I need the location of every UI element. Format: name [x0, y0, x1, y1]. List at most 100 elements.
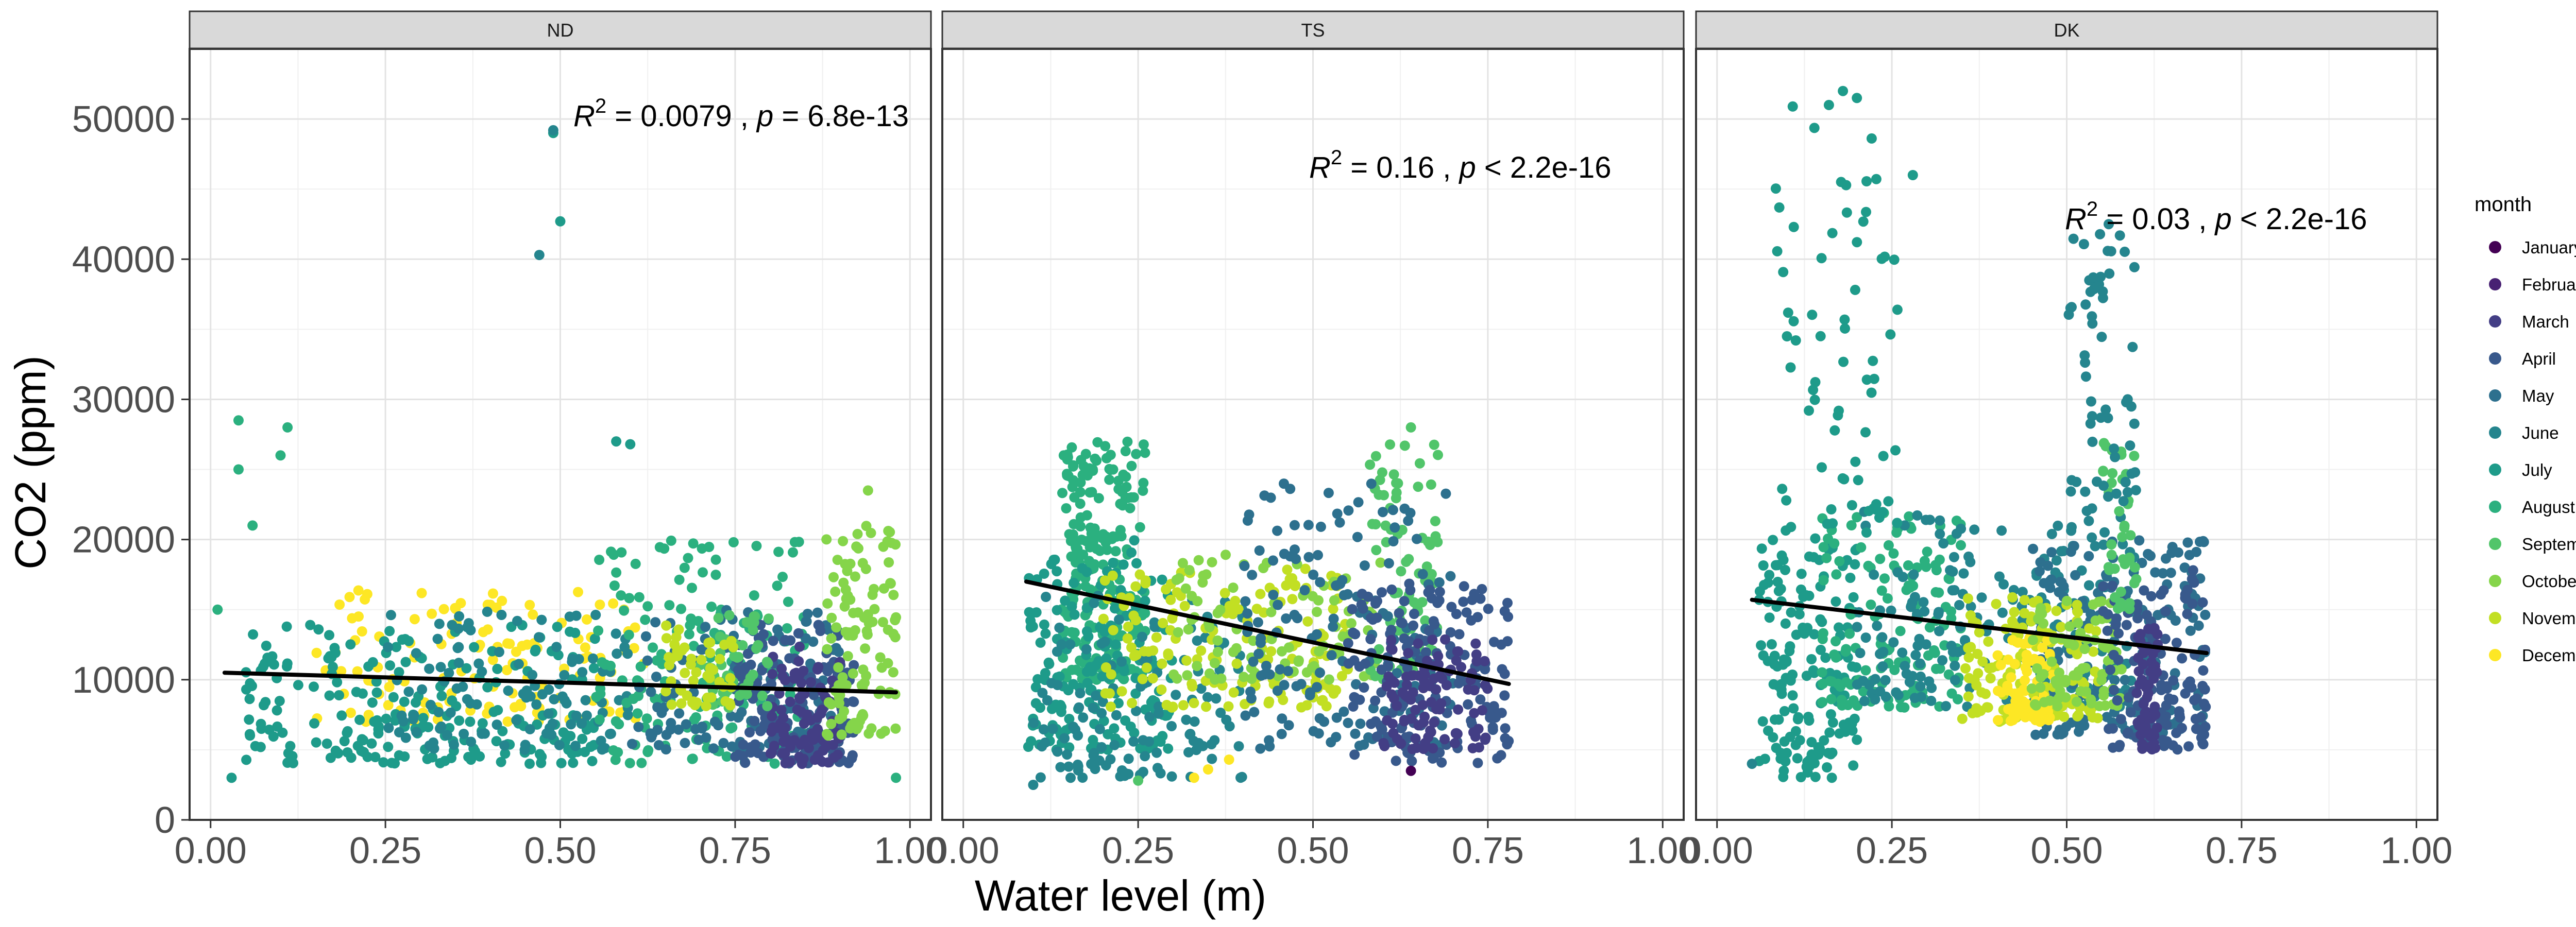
- data-point: [1905, 582, 1916, 593]
- data-point: [1386, 643, 1397, 654]
- data-point: [852, 528, 863, 539]
- data-point: [1831, 596, 1841, 607]
- data-point: [1426, 569, 1437, 579]
- data-point: [866, 527, 876, 538]
- data-point: [1187, 681, 1198, 692]
- data-point: [1875, 686, 1886, 697]
- data-point: [553, 650, 564, 661]
- x-tick-label: 0.75: [699, 830, 771, 871]
- data-point: [1810, 533, 1821, 544]
- data-point: [1312, 607, 1322, 617]
- data-point: [1239, 672, 1249, 682]
- data-point: [473, 658, 484, 669]
- data-point: [1088, 734, 1098, 745]
- legend-item: October: [2489, 572, 2576, 591]
- data-point: [1816, 253, 1827, 264]
- data-point: [619, 605, 630, 616]
- data-point: [866, 723, 877, 734]
- data-point: [1123, 753, 1134, 764]
- data-point: [2191, 724, 2202, 734]
- data-point: [1780, 618, 1791, 629]
- data-point: [1064, 714, 1075, 724]
- data-point: [1419, 676, 1430, 686]
- data-point: [1439, 734, 1450, 745]
- data-point: [630, 558, 641, 569]
- data-point: [1866, 599, 1876, 610]
- data-point: [651, 672, 662, 682]
- data-point: [1128, 736, 1139, 747]
- data-point: [2137, 743, 2148, 754]
- legend-key: [2489, 426, 2501, 439]
- data-point: [1846, 520, 1857, 530]
- data-point: [1960, 663, 1971, 674]
- data-point: [1777, 484, 1788, 494]
- data-point: [2035, 557, 2046, 568]
- data-point: [378, 757, 389, 768]
- data-point: [1081, 566, 1092, 577]
- data-point: [698, 567, 708, 578]
- data-point: [1075, 477, 1086, 488]
- data-point: [447, 695, 457, 706]
- y-tick-label: 10000: [72, 660, 175, 701]
- data-point: [1212, 646, 1223, 657]
- data-point: [1099, 637, 1110, 647]
- data-point: [1962, 593, 1973, 604]
- data-point: [353, 611, 364, 622]
- data-point: [1768, 535, 1778, 545]
- data-point: [1375, 474, 1385, 485]
- data-point: [2161, 719, 2172, 730]
- data-point: [642, 601, 653, 612]
- data-point: [2163, 693, 2174, 704]
- data-point: [1778, 771, 1789, 782]
- data-point: [1477, 705, 1487, 716]
- data-point: [2171, 728, 2182, 739]
- data-point: [2096, 332, 2107, 342]
- data-point: [1108, 625, 1118, 636]
- data-point: [587, 756, 598, 766]
- facet-strip-label: DK: [2054, 20, 2079, 41]
- data-point: [2130, 485, 2141, 495]
- data-point: [750, 611, 760, 622]
- data-point: [2079, 644, 2090, 655]
- data-point: [1223, 701, 1234, 712]
- data-point: [462, 694, 472, 705]
- data-point: [1290, 544, 1300, 555]
- data-point: [1133, 775, 1144, 786]
- data-point: [1313, 550, 1323, 560]
- data-point: [351, 686, 362, 697]
- data-point: [1414, 458, 1425, 469]
- data-point: [826, 699, 837, 710]
- data-point: [1155, 768, 1166, 779]
- data-point: [796, 678, 807, 689]
- data-point: [1976, 592, 1987, 603]
- data-point: [737, 751, 748, 762]
- data-point: [1770, 714, 1780, 725]
- data-point: [1106, 701, 1116, 712]
- data-point: [2200, 722, 2211, 732]
- data-point: [616, 590, 626, 601]
- data-point: [624, 758, 635, 768]
- data-point: [309, 718, 319, 729]
- legend-item: January: [2489, 238, 2576, 257]
- data-point: [1162, 710, 1173, 721]
- data-point: [1412, 534, 1422, 544]
- data-point: [1174, 573, 1184, 583]
- data-point: [1860, 427, 1871, 438]
- data-point: [2080, 486, 2091, 497]
- data-point: [524, 724, 535, 734]
- data-point: [2145, 551, 2156, 561]
- data-point: [801, 616, 812, 627]
- data-point: [2151, 723, 2162, 733]
- data-point: [1409, 609, 1419, 619]
- data-point: [2112, 695, 2123, 706]
- data-point: [1499, 668, 1510, 679]
- data-point: [680, 667, 690, 678]
- data-point: [1834, 556, 1845, 566]
- data-point: [1883, 540, 1894, 551]
- data-point: [1277, 713, 1287, 724]
- data-point: [1104, 464, 1115, 474]
- data-point: [1129, 535, 1140, 546]
- data-point: [2073, 607, 2083, 617]
- data-point: [1817, 667, 1827, 678]
- data-point: [832, 555, 843, 565]
